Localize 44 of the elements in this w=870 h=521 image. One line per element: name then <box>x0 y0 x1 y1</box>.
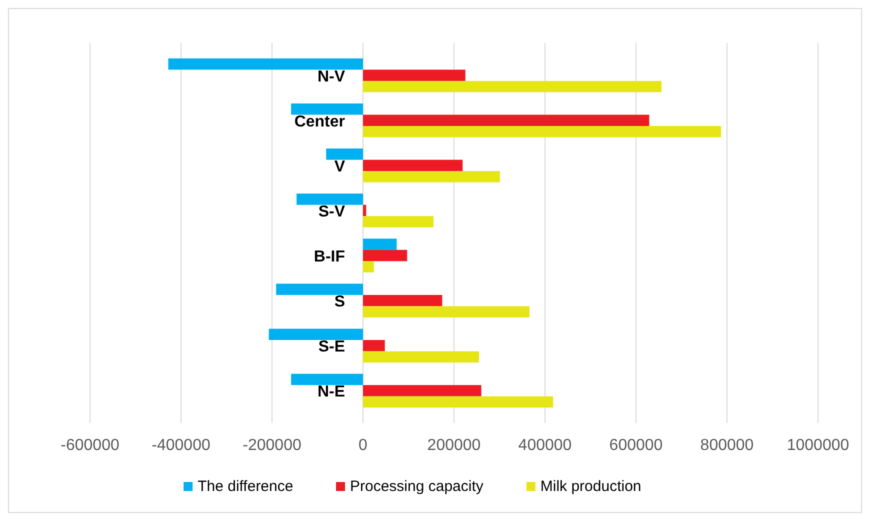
bar <box>363 385 482 396</box>
x-tick-label: 800000 <box>700 437 754 454</box>
x-tick-label: -200000 <box>242 437 302 454</box>
x-tick-label: -600000 <box>60 437 120 454</box>
bar <box>363 204 366 216</box>
bar <box>363 70 466 81</box>
x-tick-label: 200000 <box>427 437 481 454</box>
bar <box>363 216 434 228</box>
bar <box>291 374 363 386</box>
bar <box>363 160 463 172</box>
bar <box>296 194 363 205</box>
y-tick-label: B-IF <box>314 248 346 266</box>
legend-label: The difference <box>198 478 294 495</box>
y-tick-label: S-V <box>318 203 346 220</box>
bar <box>363 80 662 92</box>
bar <box>363 396 554 408</box>
x-tick-label: -400000 <box>152 437 210 454</box>
legend-label: Processing capacity <box>350 478 484 495</box>
bar <box>291 103 363 115</box>
y-tick-label: S <box>334 294 346 311</box>
y-tick-label: V <box>334 158 346 176</box>
legend-label: Milk production <box>540 478 642 495</box>
bar <box>363 340 385 352</box>
x-tick-label: 0 <box>358 437 368 454</box>
x-tick-label: 1000000 <box>786 437 850 454</box>
bar <box>276 284 363 295</box>
y-tick-label: S-E <box>318 338 346 356</box>
bar <box>363 294 442 306</box>
y-tick-label: N-V <box>317 68 346 86</box>
x-tick-label: 600000 <box>609 437 663 454</box>
bar <box>363 306 530 318</box>
bar <box>268 328 363 340</box>
bar <box>326 148 363 160</box>
x-tick-label: 400000 <box>518 437 572 454</box>
bar <box>363 114 650 126</box>
bar <box>363 171 500 182</box>
bar <box>363 238 397 250</box>
bar <box>168 58 363 70</box>
bar <box>363 261 374 272</box>
y-tick-label: N-E <box>317 384 346 401</box>
bar <box>363 250 408 262</box>
y-tick-label: Center <box>294 113 345 130</box>
bar <box>363 351 480 363</box>
bar <box>363 126 722 138</box>
